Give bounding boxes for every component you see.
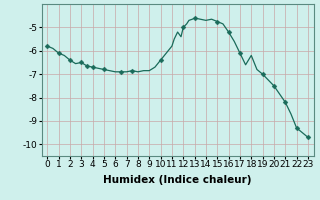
- X-axis label: Humidex (Indice chaleur): Humidex (Indice chaleur): [103, 175, 252, 185]
